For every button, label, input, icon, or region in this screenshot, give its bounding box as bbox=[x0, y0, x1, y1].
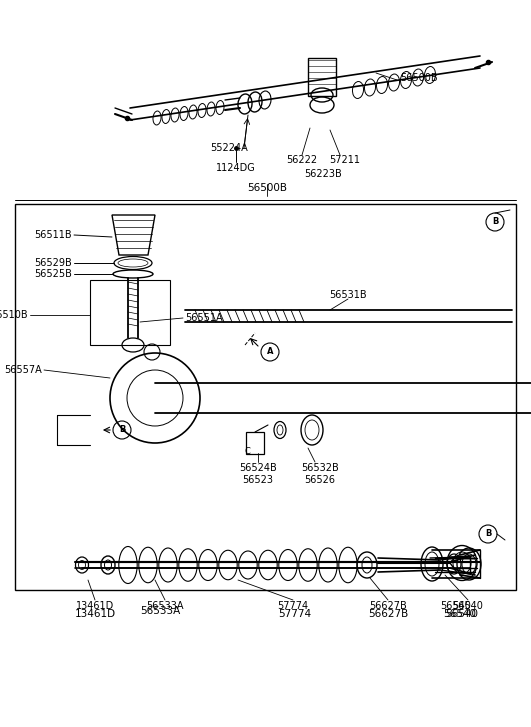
Text: 56500B: 56500B bbox=[400, 73, 438, 83]
Text: 56540: 56540 bbox=[441, 601, 472, 611]
Text: 56557A: 56557A bbox=[4, 365, 42, 375]
Text: 57774: 57774 bbox=[278, 609, 312, 619]
Text: 56526: 56526 bbox=[304, 475, 336, 485]
Text: 56510B: 56510B bbox=[0, 310, 28, 320]
Bar bbox=[15, 204, 516, 590]
Text: 56511B: 56511B bbox=[35, 230, 72, 240]
Bar bbox=[90, 280, 170, 345]
Text: 56525B: 56525B bbox=[34, 269, 72, 279]
Text: 56533A: 56533A bbox=[140, 606, 180, 616]
Text: 56532B: 56532B bbox=[301, 463, 339, 473]
Text: 56551A: 56551A bbox=[185, 313, 222, 323]
Text: A: A bbox=[267, 348, 273, 356]
Text: B: B bbox=[485, 529, 491, 539]
Text: C: C bbox=[244, 448, 250, 457]
Text: 56533A: 56533A bbox=[146, 601, 184, 611]
Text: 56500B: 56500B bbox=[247, 183, 287, 193]
Text: 57774: 57774 bbox=[277, 601, 309, 611]
Text: B: B bbox=[119, 425, 125, 435]
Text: 56529B: 56529B bbox=[35, 258, 72, 268]
Text: 56223B: 56223B bbox=[304, 169, 342, 179]
Text: 56531B: 56531B bbox=[329, 290, 367, 300]
Bar bbox=[246, 432, 264, 454]
Text: 13461D: 13461D bbox=[74, 609, 116, 619]
Text: 56523: 56523 bbox=[243, 475, 273, 485]
Bar bbox=[308, 58, 336, 96]
Text: 56222: 56222 bbox=[286, 155, 318, 165]
Text: B: B bbox=[492, 217, 498, 227]
Text: 56540: 56540 bbox=[443, 609, 476, 619]
Text: 56627B: 56627B bbox=[369, 601, 407, 611]
Text: 56540: 56540 bbox=[452, 601, 483, 611]
Text: 56627B: 56627B bbox=[368, 609, 408, 619]
Text: 56524B: 56524B bbox=[239, 463, 277, 473]
Text: 13461D: 13461D bbox=[76, 601, 114, 611]
Text: 56540: 56540 bbox=[446, 609, 478, 619]
Text: 55224A: 55224A bbox=[210, 143, 248, 153]
Text: 1124DG: 1124DG bbox=[216, 163, 256, 173]
Text: 57211: 57211 bbox=[330, 155, 361, 165]
